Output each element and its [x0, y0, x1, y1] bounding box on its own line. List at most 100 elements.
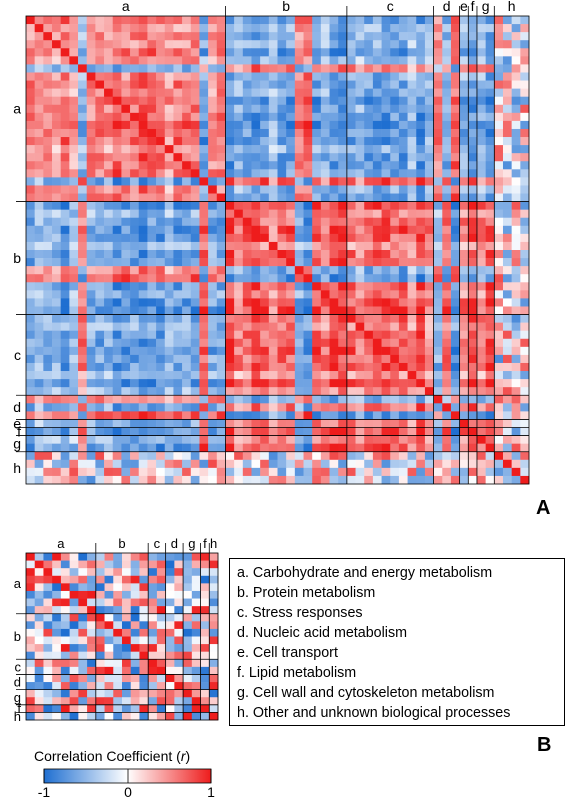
- legend-item-c: c. Stress responses: [237, 605, 363, 621]
- heatmap-cell: [43, 682, 53, 690]
- heatmap-cell: [303, 233, 313, 243]
- heatmap-cell: [407, 24, 417, 33]
- heatmap-cell: [398, 266, 408, 275]
- heatmap-cell: [164, 16, 174, 25]
- heatmap-cell: [312, 346, 322, 356]
- heatmap-cell: [355, 290, 365, 299]
- heatmap-cell: [95, 145, 105, 154]
- heatmap-cell: [191, 590, 201, 599]
- heatmap-cell: [165, 644, 175, 652]
- heatmap-cell: [459, 298, 469, 307]
- heatmap-cell: [390, 16, 400, 25]
- heatmap-cell: [286, 80, 296, 89]
- heatmap-cell: [191, 621, 201, 630]
- heatmap-cell: [130, 48, 140, 57]
- heatmap-cell: [372, 80, 382, 89]
- heatmap-cell: [156, 644, 166, 652]
- heatmap-cell: [95, 96, 105, 106]
- heatmap-cell: [130, 568, 140, 577]
- heatmap-cell: [268, 266, 278, 275]
- heatmap-cell: [130, 475, 140, 485]
- heatmap-cell: [173, 193, 183, 202]
- heatmap-cell: [320, 169, 330, 178]
- heatmap-cell: [209, 644, 219, 652]
- heatmap-cell: [407, 419, 417, 428]
- heatmap-cell: [216, 266, 226, 275]
- heatmap-cell: [485, 104, 495, 114]
- heatmap-cell: [78, 697, 88, 706]
- heatmap-cell: [234, 16, 244, 25]
- heatmap-cell: [52, 104, 61, 114]
- heatmap-cell: [424, 354, 434, 364]
- heatmap-cell: [260, 24, 270, 33]
- heatmap-cell: [329, 330, 339, 340]
- heatmap-cell: [294, 379, 304, 388]
- heatmap-cell: [95, 201, 105, 210]
- heatmap-cell: [476, 362, 486, 372]
- heatmap-cell: [294, 346, 304, 356]
- heatmap-cell: [200, 613, 210, 622]
- heatmap-cell: [112, 258, 122, 267]
- heatmap-cell: [320, 379, 330, 388]
- heatmap-cell: [147, 177, 157, 186]
- heatmap-cell: [476, 250, 486, 259]
- heatmap-cell: [199, 161, 209, 170]
- heatmap-cell: [520, 475, 530, 485]
- heatmap-cell: [355, 217, 365, 227]
- heatmap-cell: [69, 467, 79, 477]
- heatmap-cell: [329, 346, 339, 356]
- heatmap-cell: [268, 451, 278, 461]
- heatmap-cell: [191, 606, 201, 615]
- heatmap-cell: [476, 298, 486, 307]
- heatmap-cell: [52, 96, 61, 106]
- heatmap-cell: [494, 88, 504, 97]
- heatmap-cell: [216, 435, 226, 444]
- heatmap-cell: [86, 467, 96, 477]
- heatmap-cell: [87, 704, 97, 713]
- heatmap-cell: [130, 258, 140, 267]
- heatmap-cell: [303, 298, 313, 307]
- heatmap-cell: [286, 128, 296, 138]
- heatmap-cell: [416, 338, 426, 348]
- heatmap-cell: [294, 120, 304, 130]
- heatmap-cell: [34, 80, 44, 89]
- heatmap-cell: [277, 64, 287, 73]
- heatmap-cell: [104, 435, 114, 444]
- heatmap-cell: [173, 128, 183, 138]
- heatmap-cell: [251, 56, 261, 65]
- heatmap-cell: [320, 346, 330, 356]
- heatmap-cell: [225, 16, 235, 25]
- heatmap-cell: [225, 338, 235, 348]
- heatmap-cell: [156, 209, 166, 219]
- heatmap-cell: [199, 403, 209, 412]
- heatmap-cell: [312, 274, 322, 283]
- heatmap-cell: [121, 145, 131, 154]
- heatmap-cell: [112, 346, 122, 356]
- heatmap-cell: [277, 387, 287, 396]
- heatmap-cell: [286, 314, 296, 323]
- heatmap-cell: [121, 64, 131, 73]
- heatmap-cell: [346, 435, 356, 444]
- heatmap-cell: [234, 346, 244, 356]
- heatmap-cell: [69, 201, 79, 210]
- heatmap-cell: [130, 613, 140, 622]
- heatmap-cell: [407, 411, 417, 420]
- heatmap-cell: [407, 185, 417, 194]
- heatmap-cell: [372, 459, 382, 469]
- heatmap-cell: [390, 395, 400, 404]
- heatmap-cell: [190, 387, 200, 396]
- heatmap-cell: [69, 209, 79, 219]
- heatmap-cell: [286, 40, 296, 49]
- heatmap-cell: [69, 153, 79, 162]
- heatmap-cell: [69, 613, 79, 622]
- heatmap-cell: [346, 467, 356, 477]
- heatmap-cell: [312, 128, 322, 138]
- heatmap-cell: [147, 419, 157, 428]
- heatmap-cell: [398, 201, 408, 210]
- heatmap-cell: [113, 560, 123, 569]
- heatmap-cell: [416, 169, 426, 178]
- heatmap-cell: [372, 241, 382, 251]
- heatmap-cell: [268, 387, 278, 396]
- heatmap-cell: [52, 674, 62, 683]
- heatmap-cell: [459, 274, 469, 283]
